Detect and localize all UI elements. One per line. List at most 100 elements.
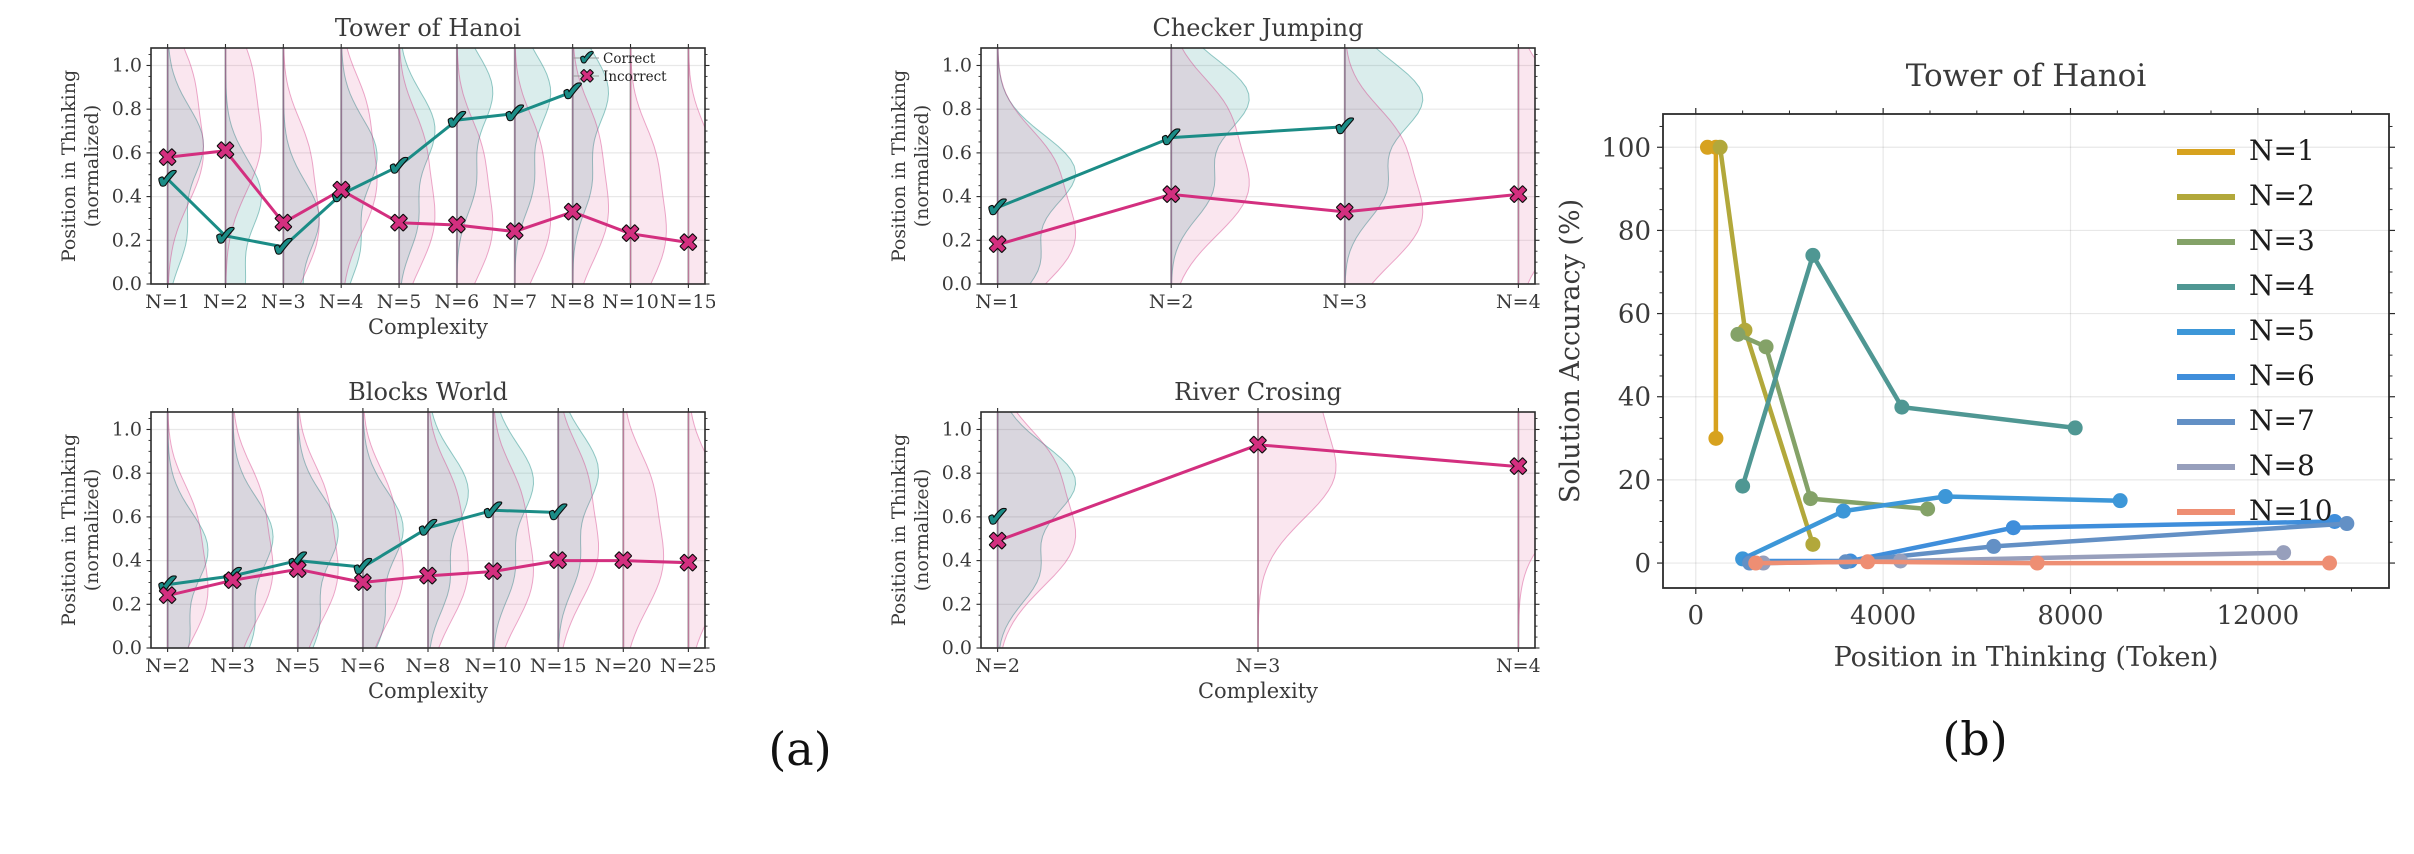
svg-text:1.0: 1.0 [942, 54, 972, 76]
svg-text:40: 40 [1618, 383, 1651, 413]
svg-text:0.8: 0.8 [942, 462, 972, 484]
caption-a: (a) [768, 722, 832, 776]
svg-text:80: 80 [1618, 216, 1651, 246]
river-crossing-position-chart: 0.0 0.2 0.4 0.6 0.8 1.0 N=2 N=3 N=4 River Crosing… [888, 378, 1541, 703]
svg-text:0: 0 [1688, 601, 1705, 631]
svg-text:(normalized): (normalized) [81, 469, 103, 592]
svg-text:Position in Thinking: Position in Thinking [58, 70, 80, 262]
svg-text:0.6: 0.6 [942, 506, 972, 528]
svg-text:0.0: 0.0 [112, 273, 142, 295]
svg-text:✖: ✖ [614, 549, 633, 575]
svg-text:Position in Thinking: Position in Thinking [888, 434, 910, 626]
blocks-world-position-chart: 0.0 0.2 0.4 0.6 0.8 1.0 N=2 N=3 N=5 N=6 N=8 N=10 N=1… [58, 378, 715, 703]
svg-text:✔: ✔ [482, 495, 505, 526]
svg-text:✔: ✔ [1160, 123, 1183, 154]
svg-text:N=1: N=1 [145, 291, 190, 313]
tower-of-hanoi-position-chart: 0.0 0.2 0.4 0.6 0.8 1.0 N=1 N=2 N=3 N=4 N=5 N=6 N=7 N… [58, 14, 715, 339]
svg-text:0.6: 0.6 [112, 506, 142, 528]
svg-text:N=3: N=3 [1322, 291, 1367, 313]
svg-text:✖: ✖ [418, 564, 437, 590]
svg-text:✖: ✖ [288, 557, 307, 583]
svg-text:60: 60 [1618, 300, 1651, 330]
svg-text:20: 20 [1618, 466, 1651, 496]
svg-text:✔: ✔ [330, 179, 353, 210]
svg-text:✖: ✖ [274, 211, 293, 237]
svg-text:✔: ✔ [156, 164, 179, 195]
svg-text:N=3: N=3 [261, 291, 306, 313]
svg-text:✔: ✔ [561, 77, 584, 108]
svg-text:✖: ✖ [332, 178, 351, 204]
svg-text:Checker Jumping: Checker Jumping [1152, 14, 1363, 42]
svg-text:Tower of Hanoi: Tower of Hanoi [1906, 58, 2147, 94]
tower-of-hanoi-accuracy-chart: 0 4000 8000 12000 0 20 40 60 80 100 Tower of Hanoi… [1555, 58, 2395, 673]
svg-text:Complexity: Complexity [368, 315, 488, 339]
svg-text:0.4: 0.4 [112, 550, 142, 572]
svg-text:N=3: N=3 [2249, 224, 2315, 257]
svg-text:Solution Accuracy (%): Solution Accuracy (%) [1555, 199, 1586, 503]
svg-text:0.2: 0.2 [942, 229, 972, 251]
svg-text:N=4: N=4 [319, 291, 364, 313]
svg-text:N=4: N=4 [2249, 269, 2315, 302]
svg-text:✔: ✔ [214, 221, 237, 252]
svg-text:1.0: 1.0 [112, 418, 142, 440]
svg-text:N=25: N=25 [660, 655, 715, 677]
svg-text:Tower of Hanoi: Tower of Hanoi [335, 14, 522, 42]
svg-text:✖: ✖ [1248, 433, 1267, 459]
svg-text:✖: ✖ [389, 211, 408, 237]
svg-text:N=3: N=3 [1236, 655, 1281, 677]
svg-text:N=4: N=4 [1496, 291, 1541, 313]
svg-text:✖: ✖ [1162, 182, 1181, 208]
svg-text:0.8: 0.8 [112, 98, 142, 120]
svg-text:N=15: N=15 [530, 655, 587, 677]
svg-text:0.0: 0.0 [112, 637, 142, 659]
svg-text:N=2: N=2 [203, 291, 248, 313]
svg-text:Complexity: Complexity [1198, 679, 1318, 703]
svg-text:✖: ✖ [563, 200, 582, 226]
svg-text:0.4: 0.4 [112, 186, 142, 208]
svg-text:✖: ✖ [621, 222, 640, 248]
svg-text:N=6: N=6 [341, 655, 386, 677]
svg-text:✔: ✔ [417, 513, 440, 544]
svg-text:N=8: N=8 [550, 291, 595, 313]
svg-text:0: 0 [1634, 549, 1651, 579]
svg-text:✖: ✖ [1509, 455, 1528, 481]
svg-text:✖: ✖ [447, 213, 466, 239]
svg-text:N=2: N=2 [975, 655, 1020, 677]
svg-text:N=3: N=3 [210, 655, 255, 677]
svg-text:8000: 8000 [2037, 601, 2103, 631]
svg-text:✔: ✔ [986, 502, 1009, 533]
svg-text:0.2: 0.2 [112, 229, 142, 251]
svg-text:✖: ✖ [988, 233, 1007, 259]
svg-text:✔: ✔ [286, 546, 309, 577]
svg-text:N=10: N=10 [2249, 494, 2333, 527]
svg-text:N=6: N=6 [2249, 359, 2315, 392]
panel-a: 0.0 0.2 0.4 0.6 0.8 1.0 N=1 N=2 N=3 N=4 N=5 N=6 N=7 N… [55, 14, 1545, 708]
svg-text:✖: ✖ [549, 549, 568, 575]
svg-text:✔: ✔ [503, 99, 526, 130]
svg-text:N=10: N=10 [602, 291, 659, 313]
svg-text:N=6: N=6 [435, 291, 480, 313]
svg-text:N=5: N=5 [2249, 314, 2315, 347]
svg-text:0.4: 0.4 [942, 186, 972, 208]
svg-text:River Crosing: River Crosing [1174, 378, 1342, 406]
svg-text:N=15: N=15 [660, 291, 715, 313]
svg-text:N=1: N=1 [2249, 134, 2315, 167]
svg-text:0.2: 0.2 [942, 593, 972, 615]
svg-text:0.2: 0.2 [112, 593, 142, 615]
svg-text:N=1: N=1 [975, 291, 1020, 313]
svg-text:✖: ✖ [483, 560, 502, 586]
svg-text:1.0: 1.0 [112, 54, 142, 76]
svg-text:✖: ✖ [216, 139, 235, 165]
svg-text:✔: ✔ [446, 105, 469, 136]
svg-text:N=2: N=2 [2249, 179, 2315, 212]
svg-text:12000: 12000 [2216, 601, 2299, 631]
svg-text:✔: ✔ [156, 570, 179, 601]
svg-text:✔: ✔ [352, 552, 375, 583]
svg-text:Incorrect: Incorrect [603, 69, 667, 85]
svg-text:N=8: N=8 [406, 655, 451, 677]
svg-text:1.0: 1.0 [942, 418, 972, 440]
svg-text:N=7: N=7 [492, 291, 537, 313]
svg-text:Blocks World: Blocks World [348, 378, 508, 406]
svg-text:N=2: N=2 [145, 655, 190, 677]
svg-text:✖: ✖ [679, 551, 698, 577]
